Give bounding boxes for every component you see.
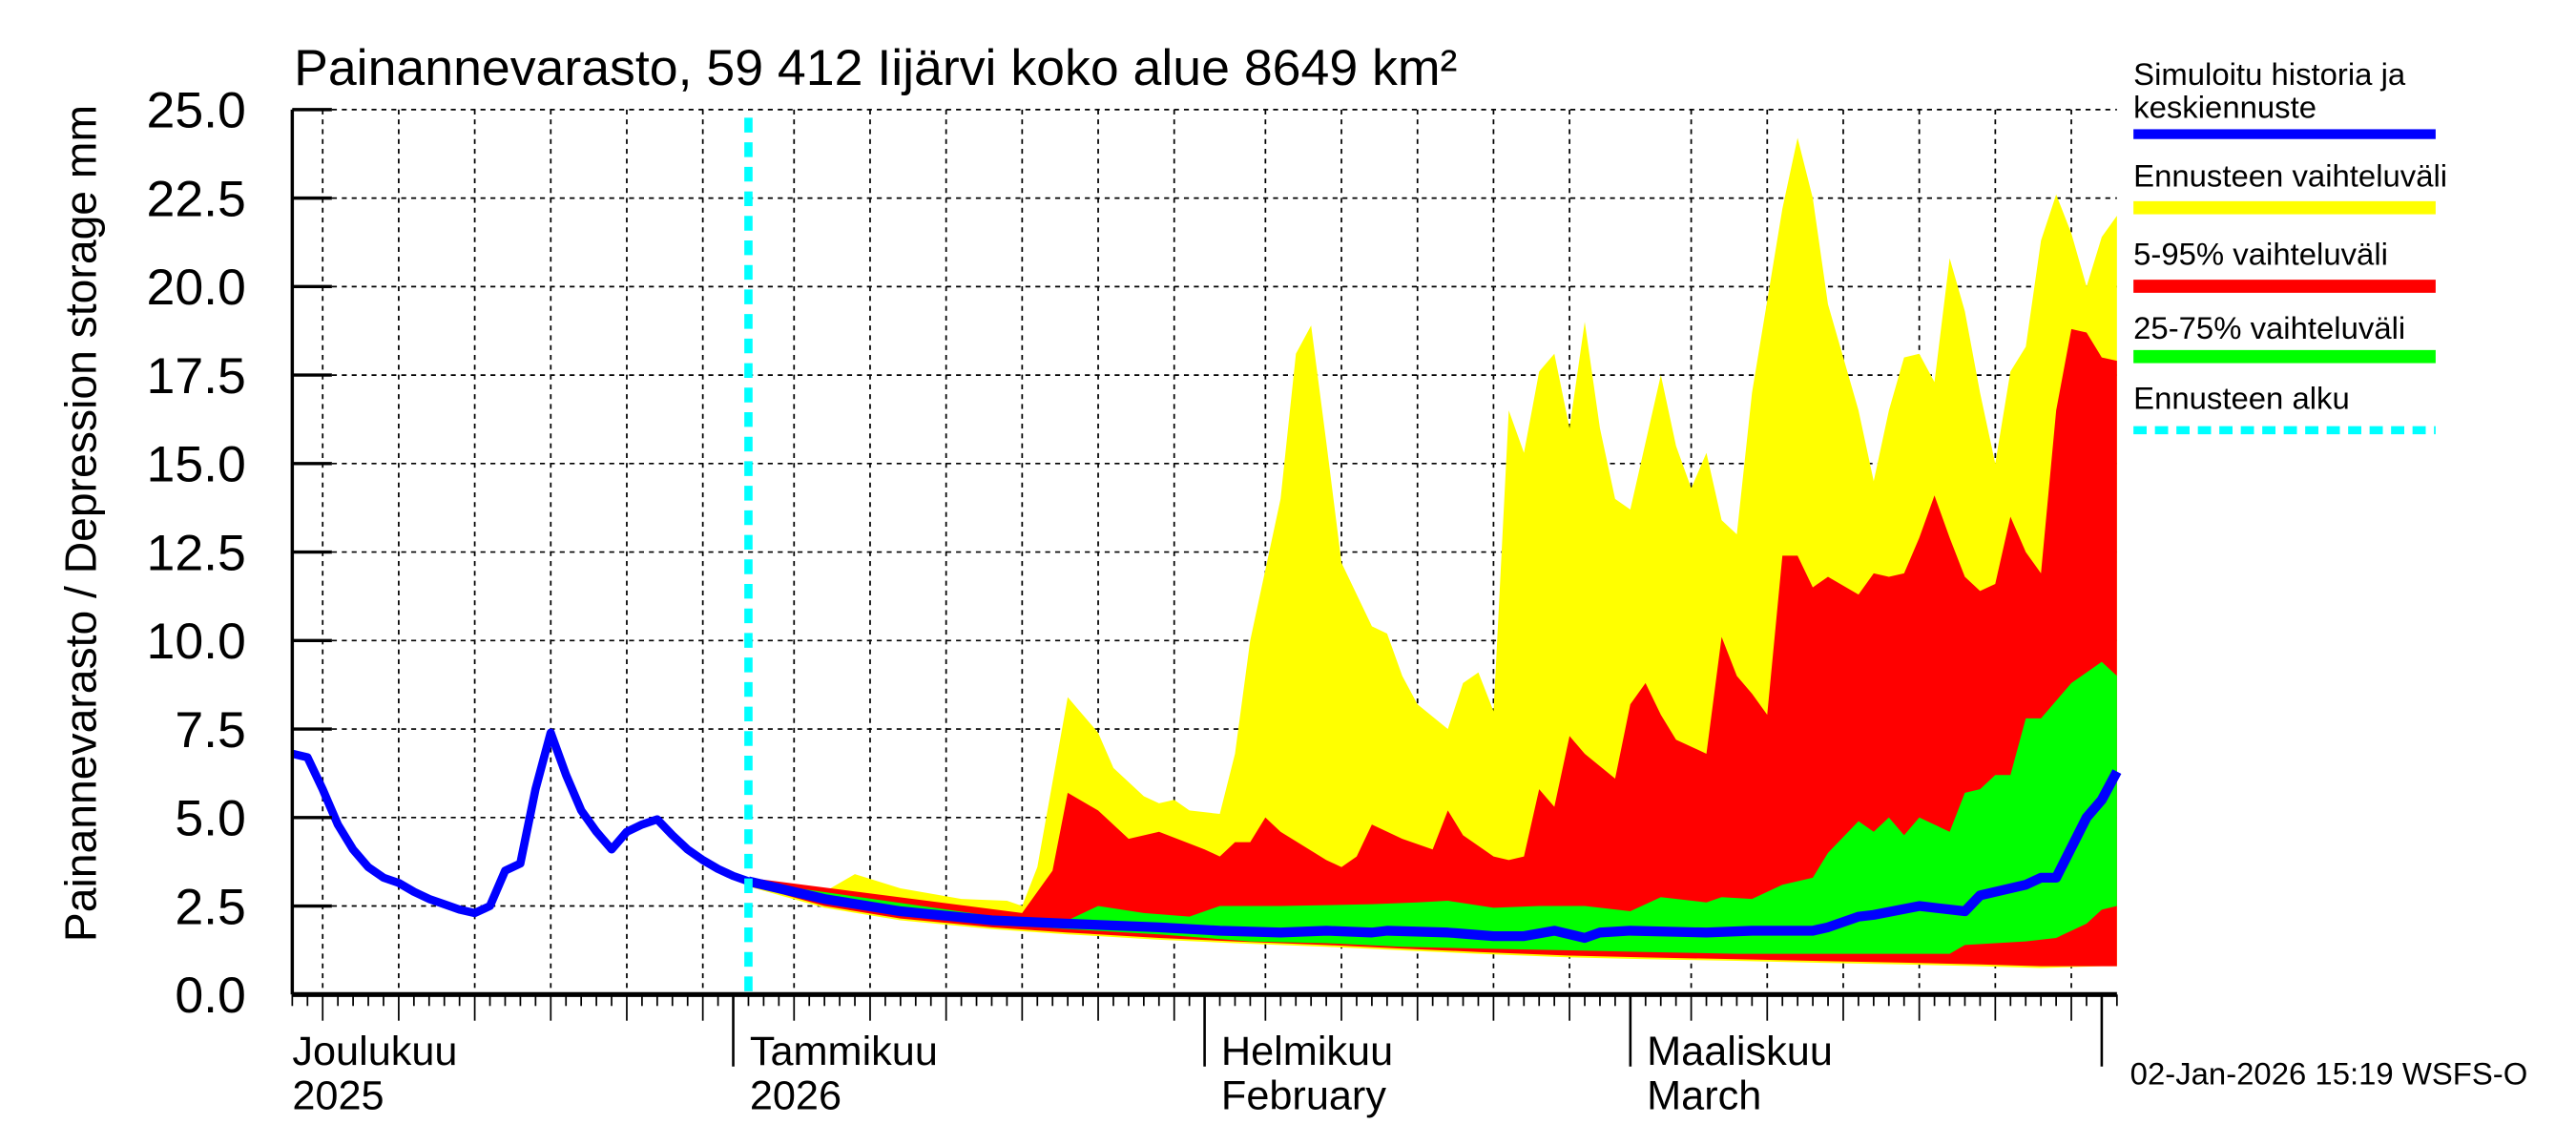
y-tick-label: 5.0: [175, 791, 246, 847]
x-year-label: February: [1221, 1072, 1387, 1118]
y-tick-label: 2.5: [175, 880, 246, 936]
p25-75-band: [748, 661, 2117, 954]
forecast-bands: [748, 137, 2117, 968]
y-tick-label: 22.5: [146, 172, 245, 228]
y-tick-label: 20.0: [146, 260, 245, 316]
lines: [291, 117, 2122, 995]
x-month-label: Tammikuu: [750, 1029, 938, 1074]
legend-label-range: Ennusteen vaihteluväli: [2133, 158, 2447, 194]
y-axis-label: Painannevarasto / Depression storage mm: [55, 105, 105, 942]
legend-swatch-p5-95: [2133, 280, 2436, 293]
footer-timestamp: 02-Jan-2026 15:19 WSFS-O: [2130, 1056, 2528, 1092]
y-tick-label: 10.0: [146, 614, 245, 670]
legend-label-history-2: keskiennuste: [2133, 90, 2316, 125]
x-month-label: Helmikuu: [1221, 1029, 1393, 1074]
legend: Simuloitu historia ja keskiennuste Ennus…: [2133, 56, 2447, 435]
x-year-label: 2025: [292, 1072, 384, 1118]
axes: 0.0 2.5 5.0 7.5 10.0 12.5 15.0 17.5 20.0 22.5 25.0…: [146, 83, 2118, 1118]
y-tick-label: 7.5: [175, 702, 246, 759]
chart-title: Painannevarasto, 59 412 Iijärvi koko alu…: [294, 40, 1457, 96]
median-forecast-line: [747, 769, 2122, 944]
legend-swatch-p25-75: [2133, 349, 2436, 364]
y-tick-label: 0.0: [175, 968, 246, 1024]
legend-label-p25-75: 25-75% vaihteluväli: [2133, 310, 2405, 345]
x-year-label: March: [1647, 1072, 1761, 1118]
y-tick-label: 17.5: [146, 348, 245, 405]
x-year-label: 2026: [750, 1072, 841, 1118]
x-month-label: Maaliskuu: [1647, 1029, 1833, 1074]
legend-swatch-history: [2133, 129, 2436, 139]
x-month-label: Joulukuu: [292, 1029, 457, 1074]
p5-95-band: [748, 328, 2117, 967]
y-tick-label: 12.5: [146, 526, 245, 582]
simulated-history-line: [291, 728, 751, 918]
y-tick-label: 15.0: [146, 437, 245, 493]
legend-label-history-1: Simuloitu historia ja: [2133, 56, 2406, 92]
y-tick-label: 25.0: [146, 83, 245, 139]
legend-label-forecast-start: Ennusteen alku: [2133, 381, 2350, 416]
legend-label-p5-95: 5-95% vaihteluväli: [2133, 237, 2388, 272]
legend-swatch-range: [2133, 200, 2436, 215]
